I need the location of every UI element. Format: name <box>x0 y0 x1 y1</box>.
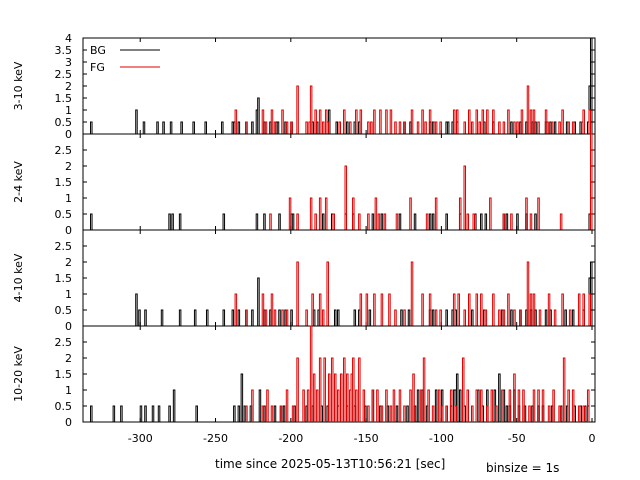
y-tick-label: 2 <box>65 256 72 269</box>
x-tick-label: -200 <box>278 432 303 445</box>
y-tick-label: 4 <box>65 32 72 45</box>
y-tick-label: 0.5 <box>55 400 73 413</box>
y-tick-label: 2 <box>65 160 72 173</box>
y-tick-label: 0 <box>65 416 72 429</box>
bg-series <box>90 213 593 230</box>
y-tick-label: 0.5 <box>55 116 73 129</box>
y-tick-label: 0 <box>65 224 72 237</box>
y-tick-label: 1 <box>65 288 72 301</box>
y-tick-label: 1 <box>65 384 72 397</box>
panel-frame <box>82 37 596 135</box>
y-tick-label: 3 <box>65 56 72 69</box>
y-tick-label: 1 <box>65 104 72 117</box>
y-tick-label: 0.5 <box>55 208 73 221</box>
y-axis-label: 2-4 keV <box>12 161 25 203</box>
fg-series <box>269 133 593 230</box>
legend-label-fg: FG <box>90 61 105 74</box>
x-tick-label: -300 <box>128 432 153 445</box>
y-axis-label: 10-20 keV <box>12 346 25 402</box>
y-tick-label: 1.5 <box>55 368 73 381</box>
legend-label-bg: BG <box>90 44 106 57</box>
x-tick-label: -100 <box>429 432 454 445</box>
y-tick-label: 0 <box>65 320 72 333</box>
y-tick-label: 3.5 <box>55 44 73 57</box>
y-tick-label: 0 <box>65 128 72 141</box>
bg-series <box>90 373 590 422</box>
y-tick-label: 2 <box>65 352 72 365</box>
x-tick-label: -250 <box>203 432 228 445</box>
y-tick-label: 2 <box>65 80 72 93</box>
fg-series <box>234 261 591 326</box>
y-tick-label: 1 <box>65 192 72 205</box>
y-axis-label: 3-10 keV <box>12 61 25 110</box>
bg-series <box>90 37 593 134</box>
y-tick-label: 2.5 <box>55 144 73 157</box>
y-axis-label: 4-10 keV <box>12 253 25 302</box>
y-tick-label: 1.5 <box>55 272 73 285</box>
fg-series <box>245 325 590 422</box>
y-tick-label: 2.5 <box>55 68 73 81</box>
y-tick-label: 1.5 <box>55 92 73 105</box>
y-tick-label: 0.5 <box>55 304 73 317</box>
binsize-label: binsize = 1s <box>486 461 560 475</box>
x-tick-label: -50 <box>508 432 526 445</box>
y-tick-label: 1.5 <box>55 176 73 189</box>
x-tick-label: 0 <box>588 432 595 445</box>
x-axis-label: time since 2025-05-13T10:56:21 [sec] <box>215 457 446 471</box>
y-tick-label: 2.5 <box>55 336 73 349</box>
fg-series <box>234 85 591 134</box>
y-tick-label: 2.5 <box>55 240 73 253</box>
bg-series <box>135 261 593 326</box>
x-tick-label: -150 <box>354 432 379 445</box>
